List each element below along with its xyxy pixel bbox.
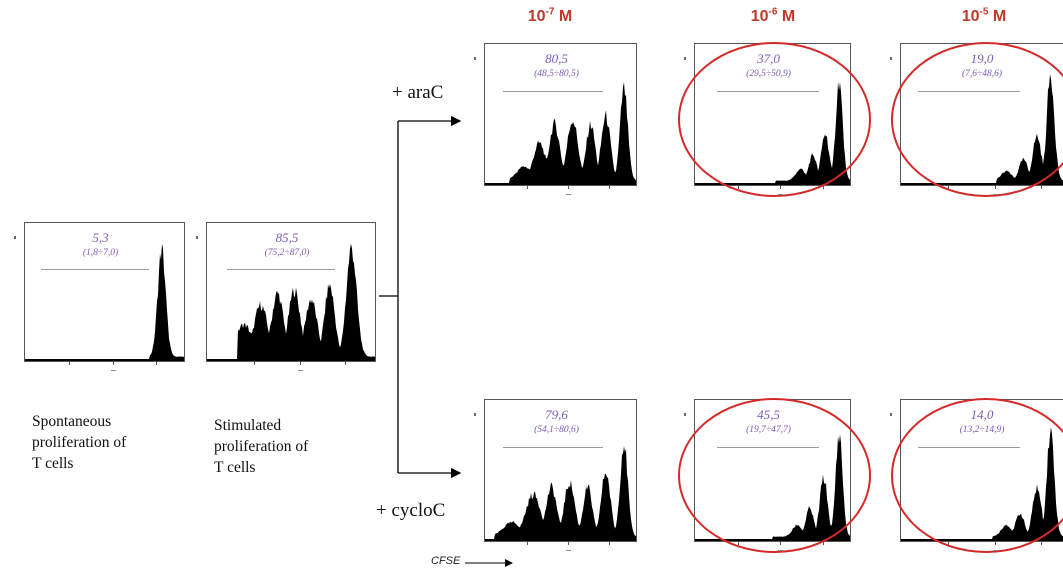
y-axis-mark <box>474 57 476 60</box>
x-tick <box>823 542 824 545</box>
x-tick <box>69 362 70 365</box>
highlight-circle-arac-1e-5 <box>891 42 1063 197</box>
x-axis-ticks <box>484 186 637 200</box>
y-axis-mark <box>474 413 476 416</box>
x-tick <box>345 362 346 365</box>
gate-range: (1,8÷7,0) <box>82 248 119 258</box>
x-tick <box>156 362 157 365</box>
gate-line <box>503 447 603 448</box>
x-tick <box>780 542 781 545</box>
treatment-label-arac: + araC <box>392 82 444 103</box>
x-tick-label <box>566 550 571 551</box>
gate-line <box>227 269 335 270</box>
x-tick-label <box>566 194 571 195</box>
gate-percent: 85,5 <box>275 230 299 245</box>
x-tick <box>1041 542 1042 545</box>
x-tick-label <box>993 194 998 195</box>
x-tick-label <box>298 370 303 371</box>
highlight-circle-cycloc-1e-6 <box>678 398 871 553</box>
x-axis-ticks <box>206 362 376 376</box>
x-tick <box>738 542 739 545</box>
histogram-fill <box>485 82 636 185</box>
histogram-area <box>25 243 184 361</box>
histogram-area <box>485 446 636 541</box>
x-tick <box>568 186 569 189</box>
gate-range: (48,5÷80,5) <box>534 69 579 79</box>
y-axis-mark <box>684 57 686 60</box>
x-tick <box>527 186 528 189</box>
histogram-fill <box>207 243 375 361</box>
concentration-label-1e-7: 10-7 M <box>527 6 573 25</box>
x-tick-label <box>111 370 116 371</box>
x-tick-label <box>778 194 783 195</box>
x-tick <box>780 186 781 189</box>
x-tick <box>995 186 996 189</box>
x-tick <box>113 362 114 365</box>
histogram-fill <box>25 243 184 361</box>
histogram-fill <box>485 446 636 541</box>
x-axis-ticks <box>694 186 851 200</box>
x-tick <box>738 186 739 189</box>
gate-line <box>503 91 603 92</box>
histogram-area <box>207 243 375 361</box>
x-tick <box>995 542 996 545</box>
x-axis-ticks <box>900 186 1063 200</box>
gate-percent: 5,3 <box>92 230 109 245</box>
concentration-label-1e-5: 10-5 M <box>961 6 1007 25</box>
gate-percent: 80,5 <box>545 51 568 66</box>
x-tick <box>300 362 301 365</box>
gate-percent: 79,6 <box>545 407 568 422</box>
x-tick-label <box>778 550 783 551</box>
x-tick <box>948 542 949 545</box>
histogram-panel-arac-1e-7: 80,5 (48,5÷80,5) <box>484 43 637 186</box>
x-tick <box>948 186 949 189</box>
gate-range: (54,1÷80,6) <box>534 425 579 435</box>
x-tick <box>823 186 824 189</box>
x-tick <box>609 542 610 545</box>
gate-line <box>41 269 149 270</box>
highlight-circle-arac-1e-6 <box>678 42 871 197</box>
histogram-panel-spontaneous: 5,3 (1,8÷7,0) <box>24 222 185 362</box>
treatment-label-cycloc: + cycloC <box>376 500 446 521</box>
x-axis-label-cfse: CFSE <box>431 555 461 567</box>
gate-range: (75,2÷87,0) <box>264 248 310 258</box>
concentration-label-1e-6: 10-6 M <box>750 6 796 25</box>
histogram-panel-stimulated: 85,5 (75,2÷87,0) <box>206 222 376 362</box>
caption-spontaneous: Spontaneous proliferation of T cells <box>32 413 127 472</box>
histogram-area <box>485 82 636 185</box>
x-axis-ticks <box>900 542 1063 556</box>
y-axis-mark <box>14 236 16 239</box>
highlight-circle-cycloc-1e-5 <box>891 398 1063 553</box>
histogram-panel-cycloc-1e-7: 79,6 (54,1÷80,6) <box>484 399 637 542</box>
x-tick <box>568 542 569 545</box>
x-tick <box>254 362 255 365</box>
y-axis-mark <box>890 57 892 60</box>
x-tick <box>1041 186 1042 189</box>
x-axis-ticks <box>484 542 637 556</box>
x-axis-ticks <box>694 542 851 556</box>
y-axis-mark <box>684 413 686 416</box>
x-tick-label <box>993 550 998 551</box>
x-tick <box>609 186 610 189</box>
x-tick <box>527 542 528 545</box>
y-axis-mark <box>890 413 892 416</box>
x-axis-ticks <box>24 362 185 376</box>
caption-stimulated: Stimulated proliferation of T cells <box>214 417 309 476</box>
y-axis-mark <box>196 236 198 239</box>
